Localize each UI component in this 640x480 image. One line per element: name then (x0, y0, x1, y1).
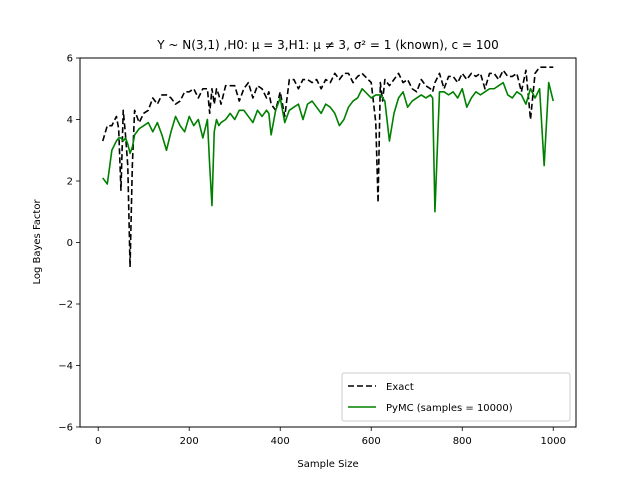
x-tick-label: 200 (180, 436, 199, 447)
plot-area (101, 66, 555, 268)
y-tick-label: −6 (58, 423, 73, 434)
chart-title: Y ~ N(3,1) ,H0: μ = 3,H1: μ ≠ 3, σ² = 1 … (156, 38, 499, 52)
plot-frame (79, 57, 577, 428)
legend-label-exact: Exact (386, 382, 414, 393)
series-line-pymc (102, 81, 555, 213)
axis-ticks: 0 200 400 600 800 1000 −6 −4 −2 0 2 4 6 (58, 54, 566, 448)
series-line-exact (101, 66, 554, 268)
y-tick-label: 4 (67, 115, 73, 126)
y-tick-label: 2 (67, 177, 73, 188)
legend: Exact PyMC (samples = 10000) (341, 372, 571, 422)
legend-label-pymc: PyMC (samples = 10000) (386, 403, 513, 414)
y-axis-label: Log Bayes Factor (32, 199, 43, 285)
x-tick-label: 1000 (541, 436, 566, 447)
x-tick-label: 0 (95, 436, 101, 447)
y-tick-label: −2 (58, 300, 73, 311)
x-tick-label: 800 (453, 436, 472, 447)
x-tick-label: 600 (362, 436, 381, 447)
y-tick-label: 0 (67, 238, 73, 249)
y-tick-label: 6 (67, 54, 73, 65)
x-tick-label: 400 (271, 436, 290, 447)
x-axis-label: Sample Size (297, 459, 358, 470)
legend-box (341, 372, 571, 422)
y-tick-label: −4 (58, 361, 73, 372)
